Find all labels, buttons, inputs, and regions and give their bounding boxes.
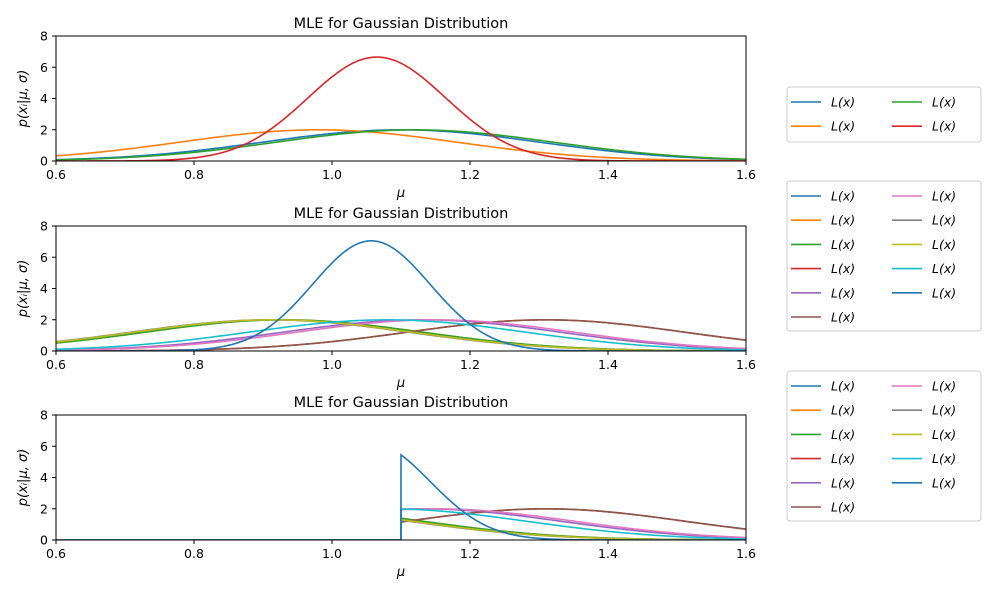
x-tick-label: 1.6 xyxy=(736,357,756,372)
y-tick-label: 8 xyxy=(40,29,48,44)
legend-entry-label: L(x) xyxy=(831,213,855,228)
legend-entry-label: L(x) xyxy=(831,119,855,134)
y-tick-label: 2 xyxy=(40,501,48,516)
x-tick-label: 0.6 xyxy=(46,167,66,182)
legend-entry-label: L(x) xyxy=(932,261,956,276)
legend-entry-label: L(x) xyxy=(831,261,855,276)
legend-box xyxy=(786,370,982,522)
series-line-11 xyxy=(56,453,746,540)
y-tick-label: 6 xyxy=(40,60,48,75)
y-tick-label: 2 xyxy=(40,312,48,327)
x-tick-label: 0.8 xyxy=(184,357,204,372)
x-tick-label: 1.0 xyxy=(322,357,342,372)
chart-title: MLE for Gaussian Distribution xyxy=(294,16,509,32)
y-axis-label: p(xᵢ|μ, σ) xyxy=(16,70,31,129)
x-tick-label: 1.6 xyxy=(736,546,756,561)
x-tick-label: 1.0 xyxy=(322,546,342,561)
legend-entry-label: L(x) xyxy=(932,285,956,300)
y-tick-label: 6 xyxy=(40,439,48,454)
panel-3: 0.6 0.8 1.0 1.2 1.4 1.6 0 2 4 6 8 MLE for Gaussian … xyxy=(16,370,982,580)
x-tick-label: 0.8 xyxy=(184,546,204,561)
legend-entry-label: L(x) xyxy=(932,403,956,418)
chart-title: MLE for Gaussian Distribution xyxy=(294,395,509,411)
legend-entry-label: L(x) xyxy=(932,119,956,134)
y-axis-label: p(xᵢ|μ, σ) xyxy=(16,449,31,508)
y-axis-label: p(xᵢ|μ, σ) xyxy=(16,260,31,319)
legend-entry-label: L(x) xyxy=(932,451,956,466)
legend-entry-label: L(x) xyxy=(831,310,855,325)
legend-entry-label: L(x) xyxy=(831,189,855,204)
axes-frame xyxy=(55,35,747,162)
legend-box xyxy=(786,180,982,332)
x-tick-label: 1.6 xyxy=(736,167,756,182)
legend-entry-label: L(x) xyxy=(831,237,855,252)
x-tick-label: 1.2 xyxy=(460,167,480,182)
series-line-2 xyxy=(56,129,746,161)
x-tick-label: 1.2 xyxy=(460,357,480,372)
y-tick-label: 8 xyxy=(40,408,48,423)
series-line-11 xyxy=(56,240,746,351)
legend-box xyxy=(786,86,982,143)
legend-entry-label: L(x) xyxy=(932,213,956,228)
y-tick-label: 0 xyxy=(40,533,48,548)
legend: L(x) L(x) L(x) L(x) L(x) L(x) L(x) L(x) L(x) L(x)… xyxy=(786,180,982,332)
legend-entry-label: L(x) xyxy=(831,427,855,442)
x-tick-label: 0.8 xyxy=(184,167,204,182)
y-tick-label: 6 xyxy=(40,250,48,265)
y-tick-label: 4 xyxy=(40,470,48,485)
legend-entry-label: L(x) xyxy=(932,237,956,252)
series-line-3 xyxy=(56,129,746,161)
x-tick-label: 0.6 xyxy=(46,357,66,372)
x-tick-label: 1.4 xyxy=(598,167,618,182)
legend-entry-label: L(x) xyxy=(831,379,855,394)
series-line-9 xyxy=(56,319,746,351)
y-tick-label: 4 xyxy=(40,281,48,296)
legend-entry-label: L(x) xyxy=(831,500,855,515)
y-tick-label: 8 xyxy=(40,219,48,234)
x-axis-label: μ xyxy=(396,565,405,580)
x-tick-label: 1.4 xyxy=(598,546,618,561)
x-tick-label: 1.0 xyxy=(322,167,342,182)
legend-entry-label: L(x) xyxy=(932,95,956,110)
x-axis-label: μ xyxy=(396,186,405,201)
legend-entry-label: L(x) xyxy=(831,285,855,300)
x-axis-label: μ xyxy=(396,376,405,391)
legend-entry-label: L(x) xyxy=(932,189,956,204)
panel-1: 0.6 0.8 1.0 1.2 1.4 1.6 0 2 4 6 8 MLE for Gaussian … xyxy=(16,16,982,201)
series-line-10 xyxy=(56,319,746,351)
legend: L(x) L(x) L(x) L(x) xyxy=(786,86,982,143)
y-tick-label: 4 xyxy=(40,91,48,106)
legend: L(x) L(x) L(x) L(x) L(x) L(x) L(x) L(x) L(x) L(x)… xyxy=(786,370,982,522)
x-tick-label: 0.6 xyxy=(46,546,66,561)
y-tick-label: 0 xyxy=(40,154,48,169)
chart-title: MLE for Gaussian Distribution xyxy=(294,206,509,222)
legend-entry-label: L(x) xyxy=(831,451,855,466)
y-tick-label: 0 xyxy=(40,344,48,359)
legend-entry-label: L(x) xyxy=(932,379,956,394)
legend-entry-label: L(x) xyxy=(831,475,855,490)
y-tick-label: 2 xyxy=(40,122,48,137)
legend-entry-label: L(x) xyxy=(831,95,855,110)
legend-entry-label: L(x) xyxy=(932,475,956,490)
panel-2: 0.6 0.8 1.0 1.2 1.4 1.6 0 2 4 6 8 MLE for Gaussian … xyxy=(16,180,982,391)
legend-entry-label: L(x) xyxy=(831,403,855,418)
x-tick-label: 1.4 xyxy=(598,357,618,372)
legend-entry-label: L(x) xyxy=(932,427,956,442)
x-tick-label: 1.2 xyxy=(460,546,480,561)
